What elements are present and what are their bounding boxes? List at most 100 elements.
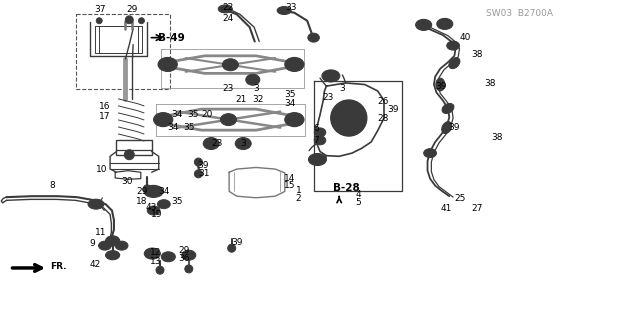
Circle shape: [228, 244, 236, 252]
Ellipse shape: [314, 136, 326, 145]
Ellipse shape: [157, 200, 170, 209]
Text: 40: 40: [460, 33, 471, 42]
Text: 20: 20: [202, 110, 213, 119]
Ellipse shape: [285, 113, 304, 127]
Ellipse shape: [144, 185, 163, 197]
Text: 39: 39: [232, 238, 243, 247]
Ellipse shape: [158, 115, 168, 124]
Text: 27: 27: [471, 204, 483, 213]
Ellipse shape: [161, 252, 175, 262]
Ellipse shape: [322, 70, 340, 82]
Ellipse shape: [158, 57, 177, 71]
Ellipse shape: [239, 141, 248, 146]
Text: 34: 34: [171, 110, 182, 119]
Ellipse shape: [444, 124, 449, 131]
Circle shape: [124, 150, 134, 160]
Ellipse shape: [289, 115, 300, 124]
Text: 41: 41: [440, 204, 452, 213]
Circle shape: [127, 152, 132, 157]
Text: SW03  B2700A: SW03 B2700A: [486, 9, 554, 18]
Text: 34: 34: [168, 123, 179, 132]
Text: 15: 15: [284, 182, 296, 190]
Bar: [116, 140, 152, 155]
Ellipse shape: [236, 137, 252, 150]
Text: 28: 28: [378, 114, 389, 122]
Text: 33: 33: [285, 4, 296, 12]
Text: 35: 35: [171, 197, 182, 206]
Text: 19: 19: [151, 210, 163, 219]
Circle shape: [195, 170, 202, 178]
Text: 18: 18: [136, 197, 147, 206]
Ellipse shape: [163, 60, 173, 69]
Text: 38: 38: [484, 79, 495, 88]
Text: 7: 7: [314, 136, 319, 145]
Ellipse shape: [438, 81, 443, 88]
Ellipse shape: [147, 206, 160, 215]
Text: 29: 29: [136, 187, 148, 196]
Text: 32: 32: [252, 95, 264, 104]
Circle shape: [143, 185, 151, 193]
Text: 10: 10: [96, 165, 108, 174]
Ellipse shape: [88, 199, 104, 209]
Text: 17: 17: [99, 112, 111, 121]
Ellipse shape: [308, 33, 319, 42]
Text: 26: 26: [378, 97, 389, 106]
Ellipse shape: [308, 153, 326, 166]
Text: FR.: FR.: [50, 262, 67, 271]
Text: 38: 38: [471, 50, 483, 59]
Text: 16: 16: [99, 102, 111, 111]
Ellipse shape: [416, 19, 432, 30]
Circle shape: [331, 100, 367, 136]
Circle shape: [185, 265, 193, 273]
Ellipse shape: [442, 103, 454, 114]
Text: 3: 3: [253, 84, 259, 93]
Ellipse shape: [220, 114, 237, 126]
Text: 8: 8: [49, 181, 55, 189]
Ellipse shape: [246, 74, 260, 85]
Text: 13: 13: [150, 257, 161, 266]
Circle shape: [339, 108, 359, 128]
Ellipse shape: [154, 113, 173, 127]
Text: 9: 9: [90, 239, 95, 248]
Text: 3: 3: [339, 84, 345, 93]
Ellipse shape: [106, 251, 120, 260]
Ellipse shape: [427, 151, 433, 156]
Ellipse shape: [289, 60, 300, 69]
Text: 35: 35: [284, 90, 296, 99]
Ellipse shape: [99, 241, 111, 250]
Text: 23: 23: [323, 93, 334, 102]
Text: 2: 2: [296, 194, 301, 203]
Ellipse shape: [449, 58, 460, 69]
Text: B-28: B-28: [333, 183, 360, 193]
Ellipse shape: [148, 251, 156, 256]
Text: 4: 4: [355, 190, 361, 199]
Text: 14: 14: [284, 174, 296, 183]
Circle shape: [96, 18, 102, 24]
Circle shape: [156, 266, 164, 274]
Text: 42: 42: [90, 260, 101, 269]
Ellipse shape: [115, 241, 128, 250]
Ellipse shape: [442, 122, 452, 134]
Text: 25: 25: [454, 194, 466, 203]
Text: 22: 22: [223, 4, 234, 12]
Ellipse shape: [447, 41, 460, 50]
Text: 12: 12: [150, 248, 161, 256]
Circle shape: [138, 18, 145, 24]
Text: 43: 43: [145, 204, 157, 212]
Text: 1: 1: [296, 186, 301, 195]
Ellipse shape: [450, 43, 456, 48]
Text: 23: 23: [223, 84, 234, 93]
Ellipse shape: [249, 77, 257, 83]
Text: 11: 11: [95, 228, 106, 237]
Ellipse shape: [109, 253, 116, 258]
Text: 34: 34: [284, 99, 296, 108]
Text: 39: 39: [448, 123, 460, 132]
Ellipse shape: [285, 57, 304, 71]
Text: 5: 5: [355, 198, 361, 207]
Text: 34: 34: [158, 187, 170, 196]
Ellipse shape: [424, 149, 436, 158]
Ellipse shape: [436, 78, 445, 91]
Text: 39: 39: [435, 82, 447, 91]
Text: 29: 29: [178, 246, 189, 255]
Circle shape: [344, 113, 354, 123]
